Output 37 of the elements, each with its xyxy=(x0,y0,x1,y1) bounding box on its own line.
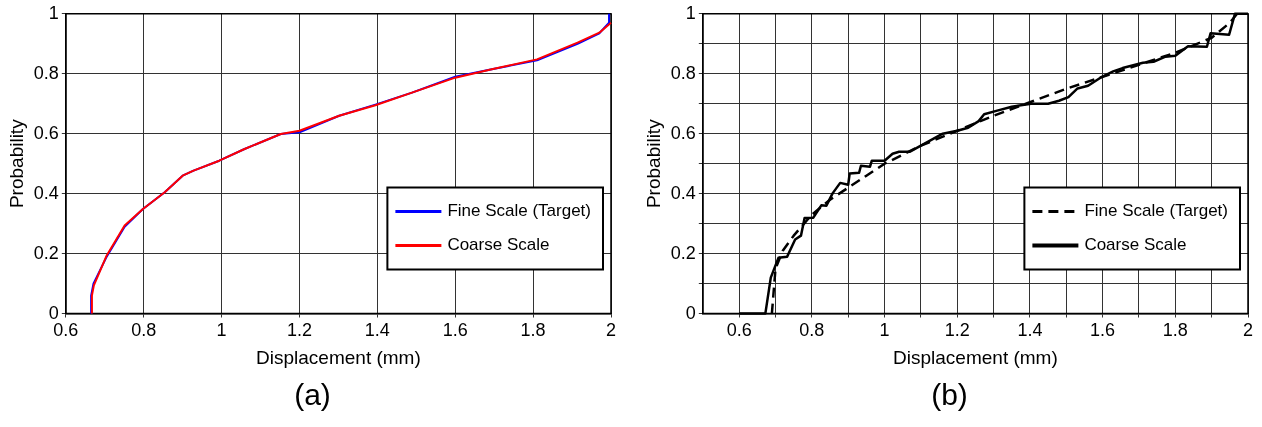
x-tick-label: 1 xyxy=(879,320,890,341)
y-axis-title: Probability xyxy=(642,118,664,209)
y-tick-label: 1 xyxy=(48,2,59,23)
x-tick-label: 1.8 xyxy=(520,320,546,341)
y-tick-label: 0 xyxy=(685,302,696,323)
legend-label: Coarse Scale xyxy=(447,235,550,255)
x-axis-title: Displacement (mm) xyxy=(893,346,1058,368)
y-tick-label: 0.8 xyxy=(670,62,696,83)
y-tick-label: 0.4 xyxy=(670,182,696,203)
legend-label: Fine Scale (Target) xyxy=(1084,201,1229,221)
x-tick-label: 2 xyxy=(605,320,617,341)
legend-label: Coarse Scale xyxy=(1084,235,1187,255)
y-tick-label: 1 xyxy=(685,2,696,23)
x-tick-label: 1.4 xyxy=(1017,320,1043,341)
x-tick-label: 2 xyxy=(1242,320,1254,341)
x-axis-title: Displacement (mm) xyxy=(256,346,421,368)
y-tick-label: 0.6 xyxy=(670,122,696,143)
y-tick-label: 0.2 xyxy=(33,242,59,263)
x-tick-label: 1.6 xyxy=(442,320,468,341)
x-tick-label: 0.8 xyxy=(799,320,825,341)
y-axis-title: Probability xyxy=(5,118,27,209)
y-tick-label: 0.4 xyxy=(33,182,59,203)
y-tick-label: 0.2 xyxy=(670,242,696,263)
text: (b) xyxy=(930,378,969,412)
x-tick-label: 1.2 xyxy=(944,320,970,341)
x-tick-label: 1.6 xyxy=(1090,320,1116,341)
y-tick-label: 0 xyxy=(48,302,59,323)
legend-label: Fine Scale (Target) xyxy=(447,201,592,221)
x-tick-label: 1.8 xyxy=(1162,320,1188,341)
y-tick-label: 0.8 xyxy=(33,62,59,83)
text: (a) xyxy=(293,378,332,412)
x-tick-label: 1.2 xyxy=(286,320,312,341)
x-tick-label: 0.6 xyxy=(726,320,752,341)
x-tick-label: 0.8 xyxy=(131,320,157,341)
y-tick-label: 0.6 xyxy=(33,122,59,143)
x-tick-label: 1 xyxy=(216,320,227,341)
x-tick-label: 1.4 xyxy=(364,320,390,341)
